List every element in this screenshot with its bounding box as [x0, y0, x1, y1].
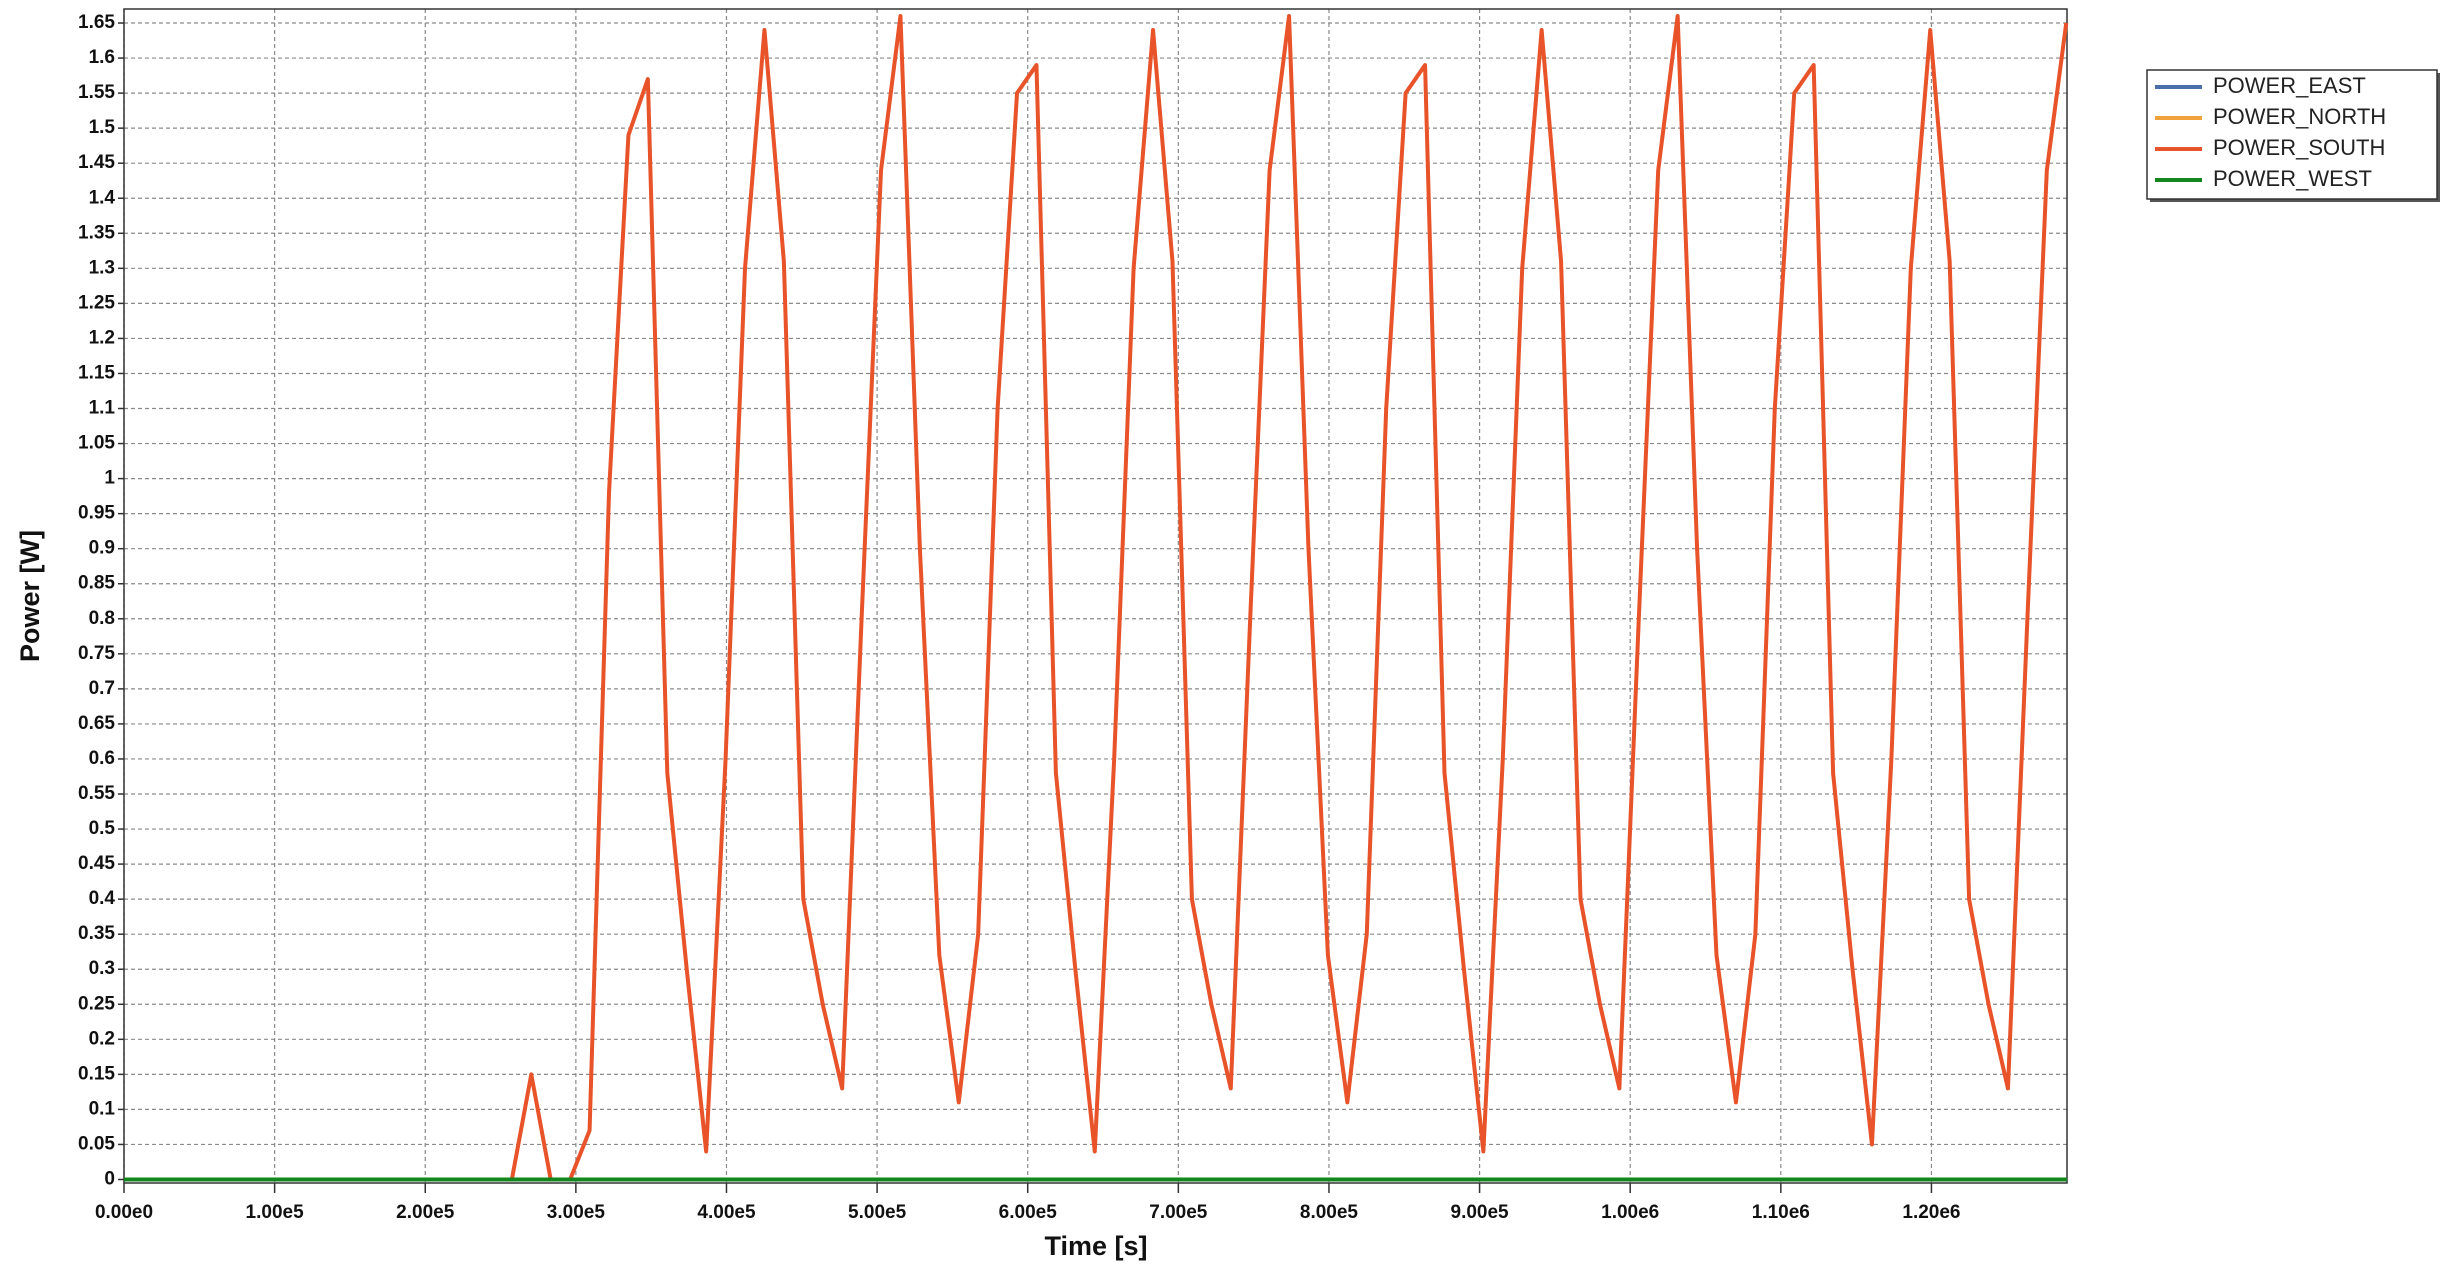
- legend-label: POWER_NORTH: [2213, 104, 2386, 129]
- y-tick-label: 0.25: [78, 993, 115, 1014]
- y-tick-label: 1.05: [78, 433, 115, 454]
- y-tick-label: 0.15: [78, 1063, 115, 1084]
- y-tick-label: 0.7: [89, 678, 115, 699]
- x-axis-title: Time [s]: [1044, 1231, 1147, 1261]
- plot-area: [124, 9, 2067, 1183]
- x-tick-label: 4.00e5: [697, 1202, 756, 1223]
- x-tick-label: 9.00e5: [1451, 1202, 1510, 1223]
- y-tick-label: 1.2: [89, 327, 115, 348]
- y-tick-label: 1.15: [78, 362, 115, 383]
- y-tick-label: 1.55: [78, 82, 115, 103]
- x-tick-label: 1.00e5: [246, 1202, 305, 1223]
- legend-label: POWER_WEST: [2213, 166, 2372, 191]
- y-axis-title: Power [W]: [15, 530, 45, 662]
- y-tick-label: 1.25: [78, 292, 115, 313]
- x-tick-label: 8.00e5: [1300, 1202, 1359, 1223]
- y-tick-label: 0.35: [78, 923, 115, 944]
- y-tick-label: 1.35: [78, 222, 115, 243]
- y-tick-label: 0.5: [89, 818, 116, 839]
- y-tick-label: 0.8: [89, 608, 115, 629]
- x-tick-label: 0.00e0: [95, 1202, 153, 1223]
- x-tick-label: 1.10e6: [1752, 1202, 1810, 1223]
- y-tick-label: 0.2: [89, 1028, 115, 1049]
- y-tick-label: 0.05: [78, 1133, 115, 1154]
- y-tick-label: 1: [104, 468, 115, 489]
- y-tick-label: 0.9: [89, 538, 115, 559]
- y-tick-label: 0.4: [89, 888, 116, 909]
- y-tick-label: 0.3: [89, 958, 115, 979]
- series-line: [124, 14, 2069, 1182]
- x-tick-label: 1.20e6: [1902, 1202, 1960, 1223]
- plot-frame: [123, 8, 2068, 1184]
- legend-box: [2146, 69, 2438, 200]
- x-tick-label: 3.00e5: [547, 1202, 606, 1223]
- x-tick-label: 6.00e5: [999, 1202, 1058, 1223]
- x-tick-label: 2.00e5: [396, 1202, 455, 1223]
- y-tick-label: 1.65: [78, 12, 115, 33]
- legend-label: POWER_SOUTH: [2213, 135, 2385, 160]
- y-tick-label: 1.6: [89, 47, 115, 68]
- y-tick-label: 0.45: [78, 853, 115, 874]
- y-tick-label: 1.5: [89, 117, 116, 138]
- y-tick-label: 1.3: [89, 257, 115, 278]
- y-tick-label: 0.65: [78, 713, 115, 734]
- y-tick-label: 0.95: [78, 503, 115, 524]
- y-tick-label: 0: [104, 1169, 115, 1190]
- x-tick-label: 7.00e5: [1149, 1202, 1208, 1223]
- x-tick-label: 1.00e6: [1601, 1202, 1659, 1223]
- y-tick-label: 0.75: [78, 643, 115, 664]
- legend-label: POWER_EAST: [2213, 73, 2366, 98]
- y-tick-label: 1.1: [89, 398, 116, 419]
- x-tick-label: 5.00e5: [848, 1202, 907, 1223]
- y-tick-label: 1.4: [89, 187, 116, 208]
- y-tick-label: 0.55: [78, 783, 115, 804]
- y-tick-label: 1.45: [78, 152, 115, 173]
- y-tick-label: 0.6: [89, 748, 115, 769]
- y-tick-label: 0.85: [78, 573, 115, 594]
- y-tick-label: 0.1: [89, 1098, 116, 1119]
